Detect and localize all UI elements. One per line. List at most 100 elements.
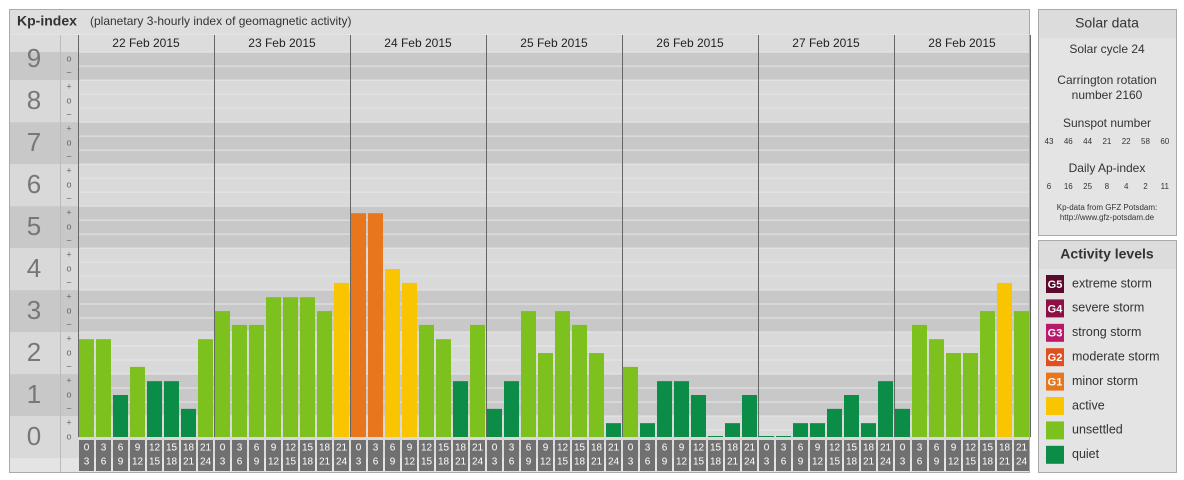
sublevel-label: o (66, 263, 71, 273)
hour-label: 9 (951, 443, 957, 454)
grid-band (10, 122, 1029, 165)
sublevel-label: + (66, 82, 71, 92)
bar (793, 423, 808, 438)
sublevel-label: o (66, 305, 71, 315)
hour-label: 9 (526, 457, 532, 468)
hour-label: 18 (302, 457, 314, 468)
hour-label: 3 (764, 457, 770, 468)
hour-label: 6 (662, 443, 668, 454)
date-label: 22 Feb 2015 (112, 36, 180, 50)
hour-label: 6 (390, 443, 396, 454)
hour-label: 18 (591, 443, 603, 454)
solar-header (1039, 10, 1176, 38)
hour-label: 9 (254, 457, 260, 468)
hour-label: 3 (492, 457, 498, 468)
bar (912, 324, 927, 438)
hour-label: 18 (982, 457, 994, 468)
level-code: G1 (1048, 377, 1063, 389)
hour-label: 18 (166, 457, 178, 468)
ap-value: 16 (1064, 182, 1073, 191)
hour-box (402, 440, 417, 471)
hour-label: 6 (781, 457, 787, 468)
hour-label: 3 (645, 443, 651, 454)
ap-value: 25 (1083, 182, 1092, 191)
hour-label: 21 (336, 443, 348, 454)
hour-label: 21 (319, 457, 331, 468)
bar (198, 339, 213, 438)
sublevel-label: o (66, 347, 71, 357)
bar (776, 436, 791, 438)
hour-label: 21 (999, 457, 1011, 468)
hour-box (436, 440, 451, 471)
bar (1014, 311, 1029, 438)
sublevel-label: + (66, 207, 71, 217)
grid-band (10, 332, 1029, 375)
hour-box (453, 440, 468, 471)
sublevel-label: + (66, 291, 71, 301)
bar (708, 436, 723, 438)
sublevel-label: o (66, 389, 71, 399)
level-swatch (1046, 275, 1064, 293)
solar-text: Carrington rotation (1057, 73, 1156, 87)
hour-box (96, 440, 111, 471)
hour-label: 12 (404, 457, 416, 468)
hour-label: 21 (1016, 443, 1028, 454)
hour-label: 24 (608, 457, 620, 468)
level-swatch (1046, 397, 1064, 415)
bar (742, 395, 757, 438)
bar (759, 436, 774, 438)
hour-box (317, 440, 332, 471)
bar (844, 395, 859, 438)
level-label: unsettled (1072, 423, 1123, 437)
hour-label: 12 (421, 443, 433, 454)
bar (130, 366, 145, 438)
grid-band (10, 206, 1029, 249)
bar (113, 395, 128, 438)
level-swatch (1046, 372, 1064, 391)
hour-label: 0 (900, 443, 906, 454)
y-tick-label: 4 (27, 253, 41, 283)
hour-label: 0 (492, 443, 498, 454)
hour-label: 21 (472, 443, 484, 454)
sublevel-label: + (66, 249, 71, 259)
hour-label: 15 (846, 443, 858, 454)
title-bar (10, 10, 1029, 34)
hour-box (640, 440, 655, 471)
hour-label: 3 (237, 443, 243, 454)
hour-box (130, 440, 145, 471)
bar (487, 408, 502, 438)
bar (572, 324, 587, 438)
hour-label: 15 (965, 457, 977, 468)
bar (861, 423, 876, 438)
hour-label: 21 (183, 457, 195, 468)
bar (181, 408, 196, 438)
bar (436, 339, 451, 438)
hour-label: 9 (662, 457, 668, 468)
hour-box (334, 440, 349, 471)
hour-box (725, 440, 740, 471)
bar (283, 297, 298, 438)
level-label: active (1072, 398, 1105, 412)
sunspots-value: 60 (1160, 137, 1169, 146)
hour-box (827, 440, 842, 471)
level-label: moderate storm (1072, 349, 1160, 363)
bar (963, 353, 978, 438)
y-tick-label: 7 (27, 127, 41, 157)
level-swatch (1046, 348, 1064, 367)
y-tick-label: 1 (27, 379, 41, 409)
hour-box (215, 440, 230, 471)
hour-label: 12 (557, 443, 569, 454)
hour-label: 6 (509, 457, 515, 468)
hour-box (572, 440, 587, 471)
sublevel-label: − (66, 109, 71, 119)
chart-title: Kp-index (17, 13, 77, 29)
sublevel-label: + (66, 417, 71, 427)
hour-box (980, 440, 995, 471)
hour-box (521, 440, 536, 471)
hour-label: 15 (557, 457, 569, 468)
sublevel-label: o (66, 137, 71, 147)
bar (589, 353, 604, 438)
sunspots-value: 44 (1083, 137, 1092, 146)
hour-box (759, 440, 774, 471)
